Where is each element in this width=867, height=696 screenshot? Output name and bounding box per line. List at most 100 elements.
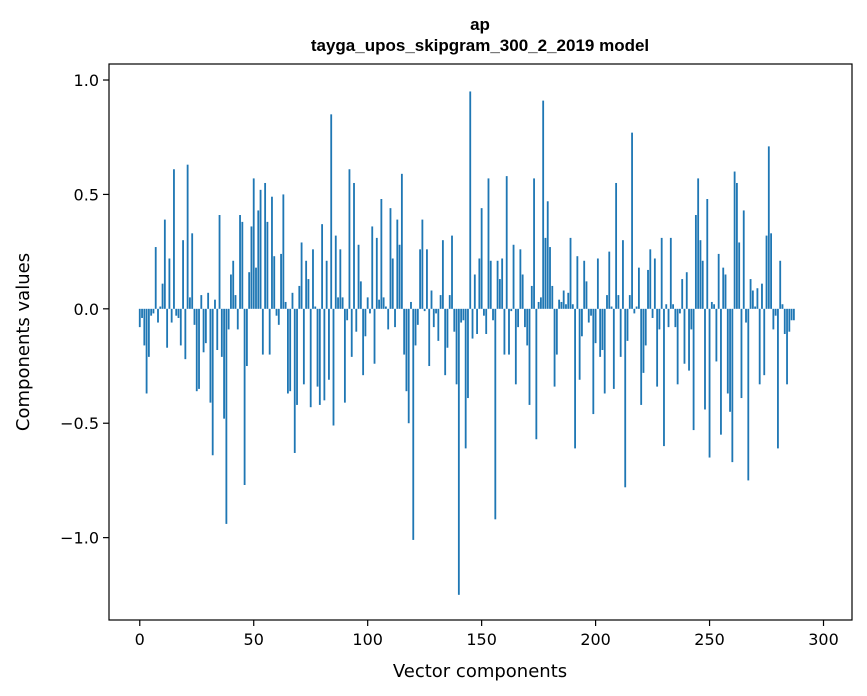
bar-132 [439, 295, 442, 309]
bar-65 [287, 308, 289, 394]
bar-192 [576, 256, 579, 309]
bar-222 [644, 308, 647, 346]
bar-31 [209, 308, 212, 403]
bar-152 [485, 308, 488, 334]
bar-68 [293, 308, 296, 453]
bar-261 [733, 171, 736, 309]
bar-188 [567, 292, 570, 309]
bar-21 [186, 164, 189, 309]
bar-208 [612, 308, 615, 389]
bar-89 [341, 297, 344, 309]
bar-109 [387, 308, 390, 330]
bar-269 [751, 290, 754, 309]
bar-187 [565, 304, 567, 309]
bar-51 [255, 267, 257, 309]
bar-7 [154, 247, 157, 309]
bar-25 [195, 308, 198, 392]
bar-87 [337, 297, 339, 309]
bar-279 [774, 308, 777, 316]
bar-226 [653, 258, 656, 309]
bar-265 [742, 210, 745, 309]
bar-127 [428, 308, 431, 367]
bar-46 [243, 308, 246, 485]
bar-18 [179, 308, 182, 346]
bar-67 [291, 292, 294, 309]
bar-75 [309, 308, 312, 408]
bar-281 [779, 260, 782, 309]
bar-185 [560, 301, 563, 309]
bar-277 [770, 233, 772, 309]
bar-36 [220, 308, 223, 357]
bar-112 [394, 308, 396, 328]
bar-123 [419, 249, 422, 309]
bar-206 [608, 251, 611, 309]
bar-160 [503, 308, 506, 355]
bar-184 [558, 299, 561, 309]
bar-30 [207, 292, 210, 309]
y-tick-label: 1.0 [74, 71, 99, 90]
bar-197 [587, 308, 590, 323]
bar-287 [792, 308, 795, 321]
bar-98 [362, 308, 365, 376]
bar-122 [416, 308, 419, 325]
chart-title: ap [470, 15, 490, 34]
bar-266 [745, 308, 747, 323]
bar-70 [298, 285, 301, 309]
bar-191 [574, 308, 576, 449]
bar-14 [170, 308, 173, 323]
bar-138 [453, 308, 456, 332]
x-tick-label: 250 [694, 630, 725, 649]
bar-40 [230, 274, 232, 309]
bar-16 [175, 308, 178, 316]
bar-117 [405, 308, 408, 392]
x-tick-label: 50 [244, 630, 264, 649]
bar-104 [375, 237, 378, 309]
x-tick-label: 200 [580, 630, 611, 649]
bar-198 [590, 308, 592, 316]
bar-204 [603, 308, 606, 394]
bar-159 [501, 258, 504, 309]
bar-156 [494, 308, 497, 520]
bar-231 [665, 304, 668, 309]
bar-100 [366, 297, 369, 309]
bar-53 [259, 189, 262, 309]
bar-257 [724, 274, 727, 309]
bar-194 [581, 308, 583, 337]
bar-37 [223, 308, 225, 419]
x-axis-ticks: 0 50 100 150 200 250 300 [135, 620, 839, 649]
bar-283 [783, 308, 786, 334]
bar-260 [731, 308, 734, 463]
bar-23 [191, 233, 194, 309]
y-tick-label: 0.0 [74, 300, 99, 319]
bar-2 [143, 308, 146, 346]
bar-135 [446, 308, 449, 348]
bar-282 [781, 304, 784, 309]
bar-116 [403, 308, 406, 355]
bar-118 [407, 308, 410, 424]
bar-284 [786, 308, 788, 385]
bar-131 [437, 308, 440, 341]
bar-134 [444, 308, 447, 376]
bar-255 [720, 308, 722, 435]
bar-183 [555, 308, 558, 355]
bar-250 [708, 308, 711, 458]
bar-233 [669, 237, 672, 309]
bar-124 [421, 219, 424, 309]
bar-207 [610, 306, 613, 309]
bar-211 [619, 308, 622, 357]
bar-129 [432, 308, 435, 328]
bar-240 [685, 272, 688, 309]
bar-154 [489, 260, 492, 309]
bar-13 [168, 258, 171, 309]
bar-102 [371, 226, 374, 309]
bar-55 [264, 182, 267, 309]
bar-119 [410, 301, 412, 309]
x-tick-label: 300 [808, 630, 839, 649]
bar-259 [729, 308, 731, 412]
bar-90 [343, 308, 346, 403]
bar-133 [441, 240, 444, 309]
chart-subtitle: tayga_upos_skipgram_300_2_2019 model [311, 36, 649, 55]
bar-12 [166, 308, 169, 348]
bar-244 [694, 215, 697, 309]
bar-6 [152, 308, 155, 314]
